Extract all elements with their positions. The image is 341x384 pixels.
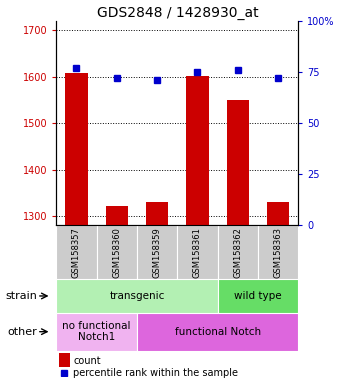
Bar [137,313,298,351]
FancyBboxPatch shape [137,225,177,280]
FancyBboxPatch shape [218,225,258,280]
Bar [56,313,137,351]
FancyBboxPatch shape [177,225,218,280]
Bar [65,73,88,225]
Bar [267,202,289,225]
Title: GDS2848 / 1428930_at: GDS2848 / 1428930_at [97,6,258,20]
Bar [106,206,128,225]
Text: GSM158360: GSM158360 [112,227,121,278]
Text: strain: strain [5,291,37,301]
Text: GSM158359: GSM158359 [153,227,162,278]
Text: GSM158363: GSM158363 [274,227,283,278]
Bar [146,202,168,225]
Text: count: count [73,356,101,366]
Text: transgenic: transgenic [109,291,165,301]
Bar [59,353,70,367]
Text: GSM158361: GSM158361 [193,227,202,278]
Text: no functional
Notch1: no functional Notch1 [62,321,131,343]
Text: functional Notch: functional Notch [175,327,261,337]
Text: GSM158357: GSM158357 [72,227,81,278]
Text: other: other [7,327,37,337]
Text: GSM158362: GSM158362 [233,227,242,278]
Text: wild type: wild type [234,291,282,301]
Bar [187,76,209,225]
FancyBboxPatch shape [97,225,137,280]
Bar [56,280,218,313]
Bar [227,101,249,225]
Bar [218,280,298,313]
FancyBboxPatch shape [258,225,298,280]
Text: percentile rank within the sample: percentile rank within the sample [73,368,238,378]
FancyBboxPatch shape [56,225,97,280]
